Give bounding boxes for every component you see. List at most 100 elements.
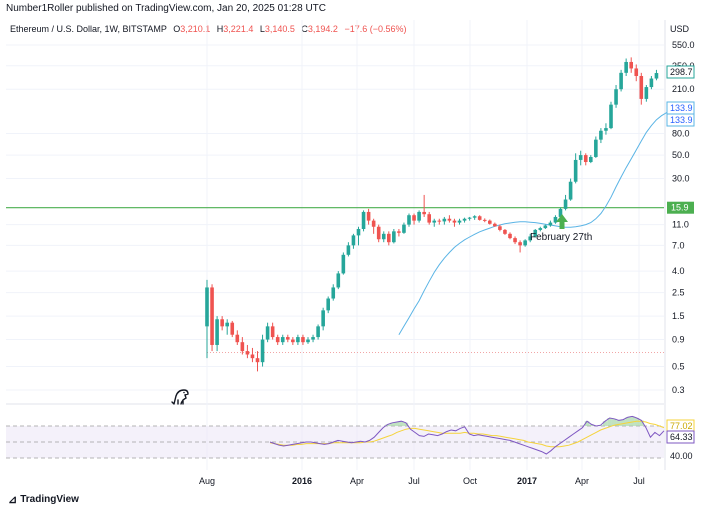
- candle-body: [619, 72, 623, 90]
- symbol-label: Ethereum / U.S. Dollar, 1W, BITSTAMP: [10, 24, 167, 34]
- y-tick-label: 50.0: [672, 150, 690, 160]
- candle-body: [387, 233, 391, 243]
- candle-body: [341, 254, 346, 274]
- rsi-overbought-fill: [399, 421, 404, 426]
- candle-body: [215, 319, 219, 345]
- publisher-line: Number1Roller published on TradingView.c…: [6, 3, 326, 14]
- y-tick-label: 11.0: [672, 220, 689, 230]
- candle-body: [543, 225, 548, 229]
- candle-body: [210, 287, 214, 345]
- candle-body: [599, 130, 603, 140]
- rsi-overbought-fill: [607, 418, 612, 426]
- candle-body: [265, 326, 270, 340]
- candle-body: [477, 216, 482, 220]
- candle-body: [220, 319, 224, 327]
- candle-body: [316, 326, 320, 338]
- level-tag-box: [667, 201, 694, 214]
- x-tick-label: Aug: [199, 476, 215, 486]
- tradingview-logo[interactable]: ⊿ TradingView: [8, 493, 79, 506]
- candle-body: [563, 199, 568, 209]
- rsi-overbought-fill: [390, 422, 395, 426]
- candle-body: [346, 245, 351, 255]
- candle-body: [225, 322, 229, 327]
- candle-body: [589, 156, 593, 163]
- candle-body: [594, 139, 598, 157]
- x-tick-label: Jul: [633, 476, 645, 486]
- candle-body: [493, 223, 497, 227]
- candle-body: [280, 337, 285, 343]
- candle-body: [397, 231, 401, 233]
- price-axis: 550.0350.0210.080.050.030.011.07.04.02.5…: [666, 40, 695, 395]
- candle-body: [482, 219, 487, 221]
- low-label: L: [259, 24, 265, 34]
- candle-body: [442, 218, 447, 222]
- candle-body: [366, 211, 371, 221]
- candle-body: [296, 337, 300, 343]
- candle-body: [604, 128, 608, 131]
- x-tick-label: Apr: [575, 476, 589, 486]
- tradingview-logo-icon: ⊿: [8, 494, 18, 506]
- rsi-overbought-fill: [630, 416, 635, 426]
- candle-body: [518, 242, 522, 246]
- candle-body: [654, 73, 659, 79]
- candle-body: [437, 220, 442, 222]
- candle-body: [402, 224, 406, 233]
- currency-label: USD: [670, 24, 690, 34]
- rsi-tick-label: 40.00: [670, 451, 693, 461]
- rsi-overbought-fill: [634, 418, 640, 426]
- candle-body: [553, 216, 558, 223]
- candle-body: [573, 159, 578, 182]
- candle-body: [558, 208, 563, 217]
- y-tick-label: 550.0: [672, 40, 695, 50]
- candle-body: [578, 155, 583, 160]
- candle-body: [432, 220, 437, 223]
- candle-body: [270, 326, 275, 338]
- rsi-overbought-fill: [625, 417, 631, 426]
- candle-body: [351, 235, 356, 246]
- candle-body: [498, 226, 502, 230]
- candle-body: [538, 228, 543, 230]
- close-value: 3,194.2: [307, 24, 338, 34]
- candle-body: [422, 211, 426, 215]
- rsi-overbought-fill: [620, 419, 626, 426]
- rsi-tag-box: [666, 430, 695, 444]
- candle-body: [260, 339, 265, 363]
- candle-body: [649, 78, 654, 88]
- candle-body: [407, 215, 411, 225]
- x-tick-label: Jul: [408, 476, 420, 486]
- ohlc-legend: Ethereum / U.S. Dollar, 1W, BITSTAMP O3,…: [10, 24, 407, 34]
- close-label: C: [301, 24, 308, 34]
- rsi-overbought-fill: [589, 424, 594, 426]
- candle-body: [462, 218, 467, 221]
- time-axis: Aug 2016 Apr Jul Oct 2017 Apr Jul: [199, 476, 645, 486]
- y-tick-label: 210.0: [672, 84, 695, 94]
- up-arrow-icon: [556, 214, 568, 229]
- candle-body: [634, 68, 639, 76]
- candle-body: [371, 220, 376, 227]
- candle-body: [629, 61, 633, 69]
- candle-body: [417, 211, 421, 221]
- candle-body: [503, 229, 507, 234]
- y-tick-label: 30.0: [672, 174, 690, 184]
- candle-body: [255, 358, 260, 363]
- y-tick-label: 4.0: [672, 266, 685, 276]
- candle-body: [336, 273, 341, 288]
- candle-body: [447, 218, 452, 221]
- rsi-overbought-fill: [602, 421, 608, 426]
- candle-body: [240, 342, 245, 352]
- candle-body: [361, 211, 366, 229]
- candle-body: [205, 287, 209, 327]
- candle-body: [235, 334, 240, 343]
- last-price-tag: 298.7: [670, 67, 693, 77]
- horizontal-level: [6, 207, 664, 353]
- x-tick-label: Oct: [463, 476, 478, 486]
- y-tick-label: 2.5: [672, 288, 685, 298]
- candle-body: [644, 87, 649, 99]
- candle-body: [301, 337, 305, 343]
- high-value: 3,221.4: [223, 24, 254, 34]
- candle-body: [376, 226, 381, 240]
- candle-body: [275, 337, 280, 343]
- x-tick-label: 2017: [517, 476, 537, 486]
- candle-body: [639, 75, 644, 99]
